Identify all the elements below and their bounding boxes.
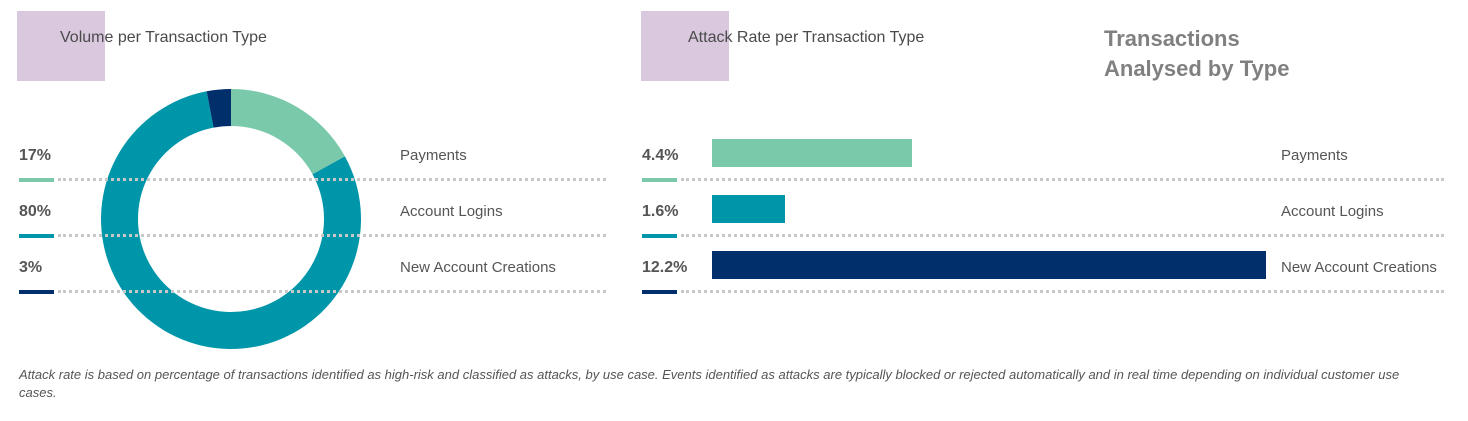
footnote: Attack rate is based on percentage of tr…	[19, 367, 1400, 400]
donut-chart	[100, 89, 362, 349]
bar-category-label: Account Logins	[1281, 203, 1384, 220]
legend-swatch	[642, 234, 677, 238]
donut-category-label: Account Logins	[400, 203, 503, 220]
bar-title: Attack Rate per Transaction Type	[688, 29, 925, 46]
page-title: Transactions Analysed by Type	[1104, 26, 1290, 81]
dotted-divider	[58, 290, 606, 293]
dotted-divider	[58, 234, 606, 237]
legend-swatch	[642, 290, 677, 294]
donut-category-label: New Account Creations	[400, 259, 556, 276]
legend-swatch	[642, 178, 677, 182]
bar	[712, 195, 785, 223]
donut-value-label: 80%	[19, 203, 52, 220]
dotted-divider	[681, 178, 1444, 181]
donut-slice-payments	[231, 89, 345, 175]
legend-swatch	[19, 290, 54, 294]
bar-value-label: 4.4%	[642, 147, 679, 164]
donut-value-label: 3%	[19, 259, 43, 276]
bar-value-label: 1.6%	[642, 203, 679, 220]
donut-value-label: 17%	[19, 147, 52, 164]
bar-category-label: Payments	[1281, 147, 1348, 164]
donut-slice-new-account-creations	[206, 89, 231, 128]
dotted-divider	[58, 178, 606, 181]
bar-category-label: New Account Creations	[1281, 259, 1437, 276]
bar	[712, 251, 1266, 279]
bar	[712, 139, 912, 167]
title-highlight	[17, 11, 105, 81]
bar-value-label: 12.2%	[642, 259, 688, 276]
donut-category-label: Payments	[400, 147, 467, 164]
dotted-divider	[681, 290, 1444, 293]
title-highlight	[641, 11, 729, 81]
dotted-divider	[681, 234, 1444, 237]
donut-title: Volume per Transaction Type	[60, 29, 267, 46]
legend-swatch	[19, 178, 54, 182]
legend-swatch	[19, 234, 54, 238]
